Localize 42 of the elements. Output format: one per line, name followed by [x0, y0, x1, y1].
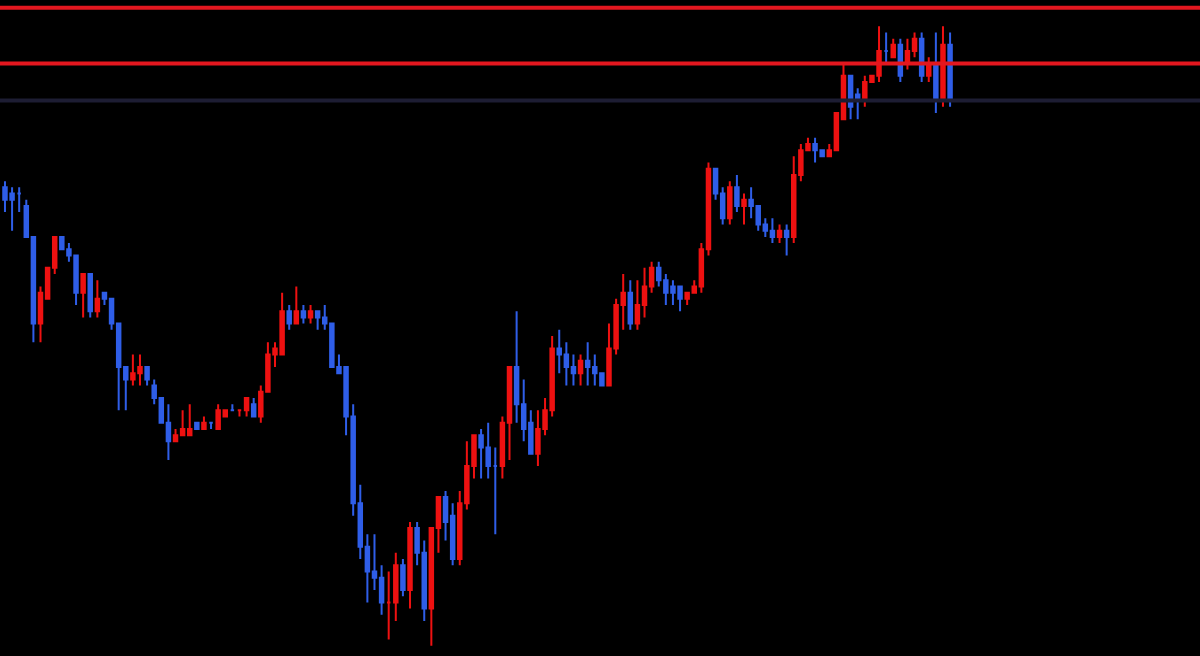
- candlestick: [883, 31, 889, 65]
- candlestick: [727, 180, 733, 226]
- candlestick: [478, 427, 484, 480]
- candlestick: [194, 421, 200, 430]
- candlestick: [300, 304, 307, 325]
- candlestick: [940, 25, 946, 108]
- candlestick: [137, 353, 143, 387]
- candlestick: [947, 31, 953, 108]
- candlestick: [187, 403, 193, 437]
- candlestick: [9, 186, 15, 232]
- candlestick: [130, 353, 136, 387]
- candlestick: [87, 273, 93, 319]
- candlestick: [286, 304, 292, 331]
- candlestick: [201, 415, 207, 430]
- candlestick: [741, 192, 747, 226]
- candlestick: [400, 558, 406, 598]
- candlestick: [890, 37, 896, 59]
- candlestick: [407, 520, 413, 610]
- candlestick: [215, 403, 221, 430]
- candlestick: [179, 409, 186, 437]
- candlestick: [769, 217, 776, 245]
- candlestick: [776, 223, 783, 245]
- candlestick: [314, 310, 321, 331]
- candlestick: [926, 56, 932, 83]
- candlestick: [243, 396, 250, 418]
- candlestick: [670, 279, 676, 307]
- candlestick: [307, 304, 314, 325]
- candlestick: [577, 353, 584, 387]
- candlestick: [734, 173, 740, 214]
- candlestick: [812, 136, 818, 164]
- candlestick: [584, 341, 591, 387]
- candlestick: [627, 279, 634, 331]
- candlestick: [80, 273, 86, 319]
- candlestick: [94, 279, 101, 319]
- candlestick: [876, 25, 882, 83]
- candlestick: [250, 396, 257, 418]
- candlestick: [933, 31, 939, 114]
- candlestick: [862, 74, 868, 108]
- candlestick: [293, 285, 300, 325]
- candlestick: [165, 403, 172, 461]
- candlestick: [783, 223, 790, 257]
- candlestick: [677, 285, 683, 313]
